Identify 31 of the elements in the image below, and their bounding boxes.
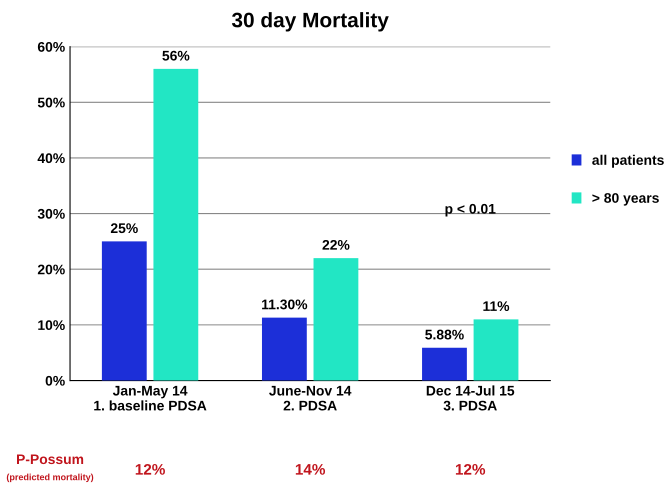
data-label: 11.30% [262,300,308,310]
data-label: 56% [162,50,190,61]
legend-label: all patients [592,154,664,168]
data-label: 11% [483,301,510,311]
data-label: 5.88% [425,330,464,340]
y-tick-label: 40% [38,153,65,164]
y-tick-label: 60% [38,42,65,52]
bar [314,258,358,381]
data-label: 22% [322,240,350,250]
bar [102,241,147,381]
text: 14% [296,464,326,475]
annotation: p < 0.01 [445,204,496,216]
bar [153,68,198,381]
y-tick-label: 20% [38,264,65,274]
y-tick-label: 0% [46,376,65,386]
bar [422,348,467,381]
legend-label: > 80 years [592,193,659,206]
text: 12% [136,464,165,475]
text: 12% [456,464,486,475]
x-tick-label: June-Nov 14 2. PDSA [269,386,352,411]
bar [474,319,518,381]
x-tick-label: Jan-May 14 1. baseline PDSA [94,386,206,411]
chart-title: 30 day Mortality [232,12,389,32]
text: P-Possum [16,454,84,464]
data-label: 25% [110,223,138,234]
x-tick-label: Dec 14-Jul 15 3. PDSA [426,385,514,411]
bar [262,318,307,381]
text: (predicted mortality) [6,474,94,482]
y-tick-label: 30% [38,208,65,219]
y-tick-label: 10% [38,320,65,330]
y-tick-label: 50% [38,98,65,108]
